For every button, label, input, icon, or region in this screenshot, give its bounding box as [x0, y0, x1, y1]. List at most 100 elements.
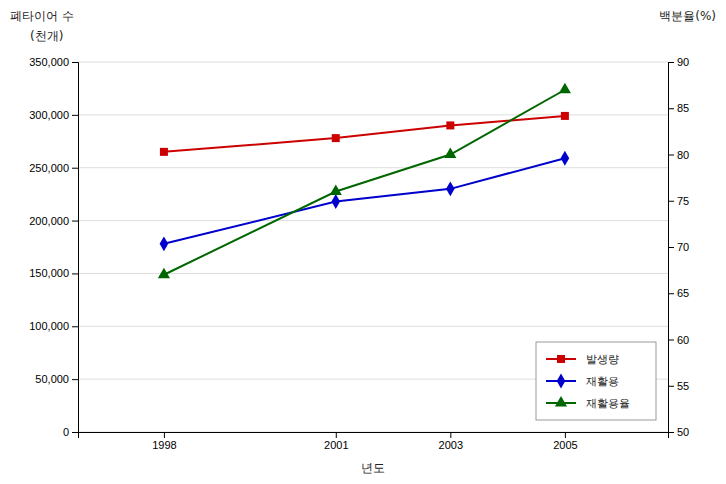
- line: [164, 158, 565, 244]
- tick: 2005: [553, 432, 577, 451]
- grid-line: [78, 62, 668, 63]
- grid-line: [78, 114, 668, 115]
- tick-mark: [72, 221, 78, 222]
- tick-label: 70: [677, 241, 689, 253]
- tick-mark: [668, 62, 674, 63]
- tick-label: 200,000: [29, 215, 69, 227]
- tick: 0: [63, 426, 78, 438]
- tick-mark: [565, 432, 566, 438]
- legend-marker: [557, 374, 566, 389]
- tick-label: 80: [677, 149, 689, 161]
- marker: [559, 83, 571, 94]
- tick-mark: [336, 432, 337, 438]
- grid-line: [78, 220, 668, 221]
- legend-box: [536, 342, 656, 420]
- tick-mark: [668, 201, 674, 202]
- grid: [78, 62, 668, 432]
- tick-label: 150,000: [29, 267, 69, 279]
- marks: [158, 83, 571, 279]
- tick: 150,000: [29, 267, 78, 279]
- marker: [160, 148, 168, 156]
- marker: [446, 121, 454, 129]
- tick-label: 2001: [324, 439, 348, 451]
- tick-mark: [72, 379, 78, 380]
- marker: [331, 194, 340, 209]
- tick: 1998: [152, 432, 176, 451]
- tick: 250,000: [29, 162, 78, 174]
- marker: [158, 268, 170, 279]
- marker: [332, 134, 340, 142]
- tick: 90: [668, 56, 689, 68]
- legend: 발생량재활용재활용율: [536, 342, 656, 420]
- tick-label: 75: [677, 195, 689, 207]
- x-axis: 1998 2001 2003 2005: [79, 432, 669, 451]
- y2-axis: 50 55 60 65 70 75 80 85 90: [668, 56, 689, 438]
- legend-item: 발생량: [546, 353, 619, 366]
- tick-mark: [668, 108, 674, 109]
- tick-label: 60: [677, 334, 689, 346]
- legend-item: 재활용: [546, 374, 619, 389]
- tick-mark: [668, 247, 674, 248]
- chart: 1998 2001 2003 2005 0 50,000 100,000 150,000 200…: [0, 0, 726, 484]
- tick-label: 250,000: [29, 162, 69, 174]
- y-axis-label: 폐타이어 수: [10, 9, 74, 23]
- marker: [561, 112, 569, 120]
- tick-mark: [72, 326, 78, 327]
- legend-label: 재활용율: [586, 397, 630, 410]
- marker: [446, 181, 455, 196]
- tick-label: 50,000: [35, 373, 69, 385]
- line: [164, 90, 565, 275]
- tick-mark: [72, 273, 78, 274]
- tick: 70: [668, 241, 689, 253]
- legend-label: 발생량: [586, 353, 619, 366]
- tick: 50,000: [35, 373, 78, 385]
- tick: 200,000: [29, 215, 78, 227]
- tick-mark: [668, 340, 674, 341]
- y2-axis-label: 백분율(%): [659, 9, 716, 23]
- tick: 55: [668, 380, 689, 392]
- tick: 60: [668, 334, 689, 346]
- tick-label: 65: [677, 287, 689, 299]
- marker: [444, 147, 456, 158]
- tick-label: 100,000: [29, 320, 69, 332]
- tick: 100,000: [29, 320, 78, 332]
- tick-mark: [668, 432, 674, 433]
- tick-mark: [450, 432, 451, 438]
- line: [164, 116, 565, 152]
- tick-label: 90: [677, 56, 689, 68]
- tick-label: 0: [63, 426, 69, 438]
- tick-mark: [72, 432, 78, 433]
- y-axis: 0 50,000 100,000 150,000 200,000 250,000 300,0…: [29, 56, 78, 438]
- legend-label: 재활용: [586, 375, 619, 388]
- tick: 80: [668, 149, 689, 161]
- axis-line: [669, 63, 675, 433]
- tick: 2003: [439, 432, 463, 451]
- grid-line: [78, 326, 668, 327]
- tick-label: 1998: [152, 439, 176, 451]
- tick: 350,000: [29, 56, 78, 68]
- tick: 2001: [324, 432, 348, 451]
- tick-mark: [668, 293, 674, 294]
- tick-label: 55: [677, 380, 689, 392]
- tick-mark: [164, 432, 165, 438]
- tick-label: 2003: [439, 439, 463, 451]
- tick-mark: [72, 62, 78, 63]
- tick-label: 350,000: [29, 56, 69, 68]
- series: [160, 112, 569, 156]
- tick: 85: [668, 102, 689, 114]
- marker: [160, 236, 169, 251]
- series: [160, 151, 570, 252]
- tick: 75: [668, 195, 689, 207]
- tick-label: 2005: [553, 439, 577, 451]
- tick-mark: [72, 115, 78, 116]
- legend-marker: [555, 396, 567, 407]
- x-axis-label: 년도: [361, 461, 385, 475]
- axis-line: [72, 63, 79, 433]
- legend-item: 재활용율: [546, 396, 630, 410]
- marker: [561, 151, 570, 166]
- marker: [330, 184, 342, 195]
- tick-label: 50: [677, 426, 689, 438]
- grid-line: [78, 167, 668, 168]
- tick: 300,000: [29, 109, 78, 121]
- tick-label: 300,000: [29, 109, 69, 121]
